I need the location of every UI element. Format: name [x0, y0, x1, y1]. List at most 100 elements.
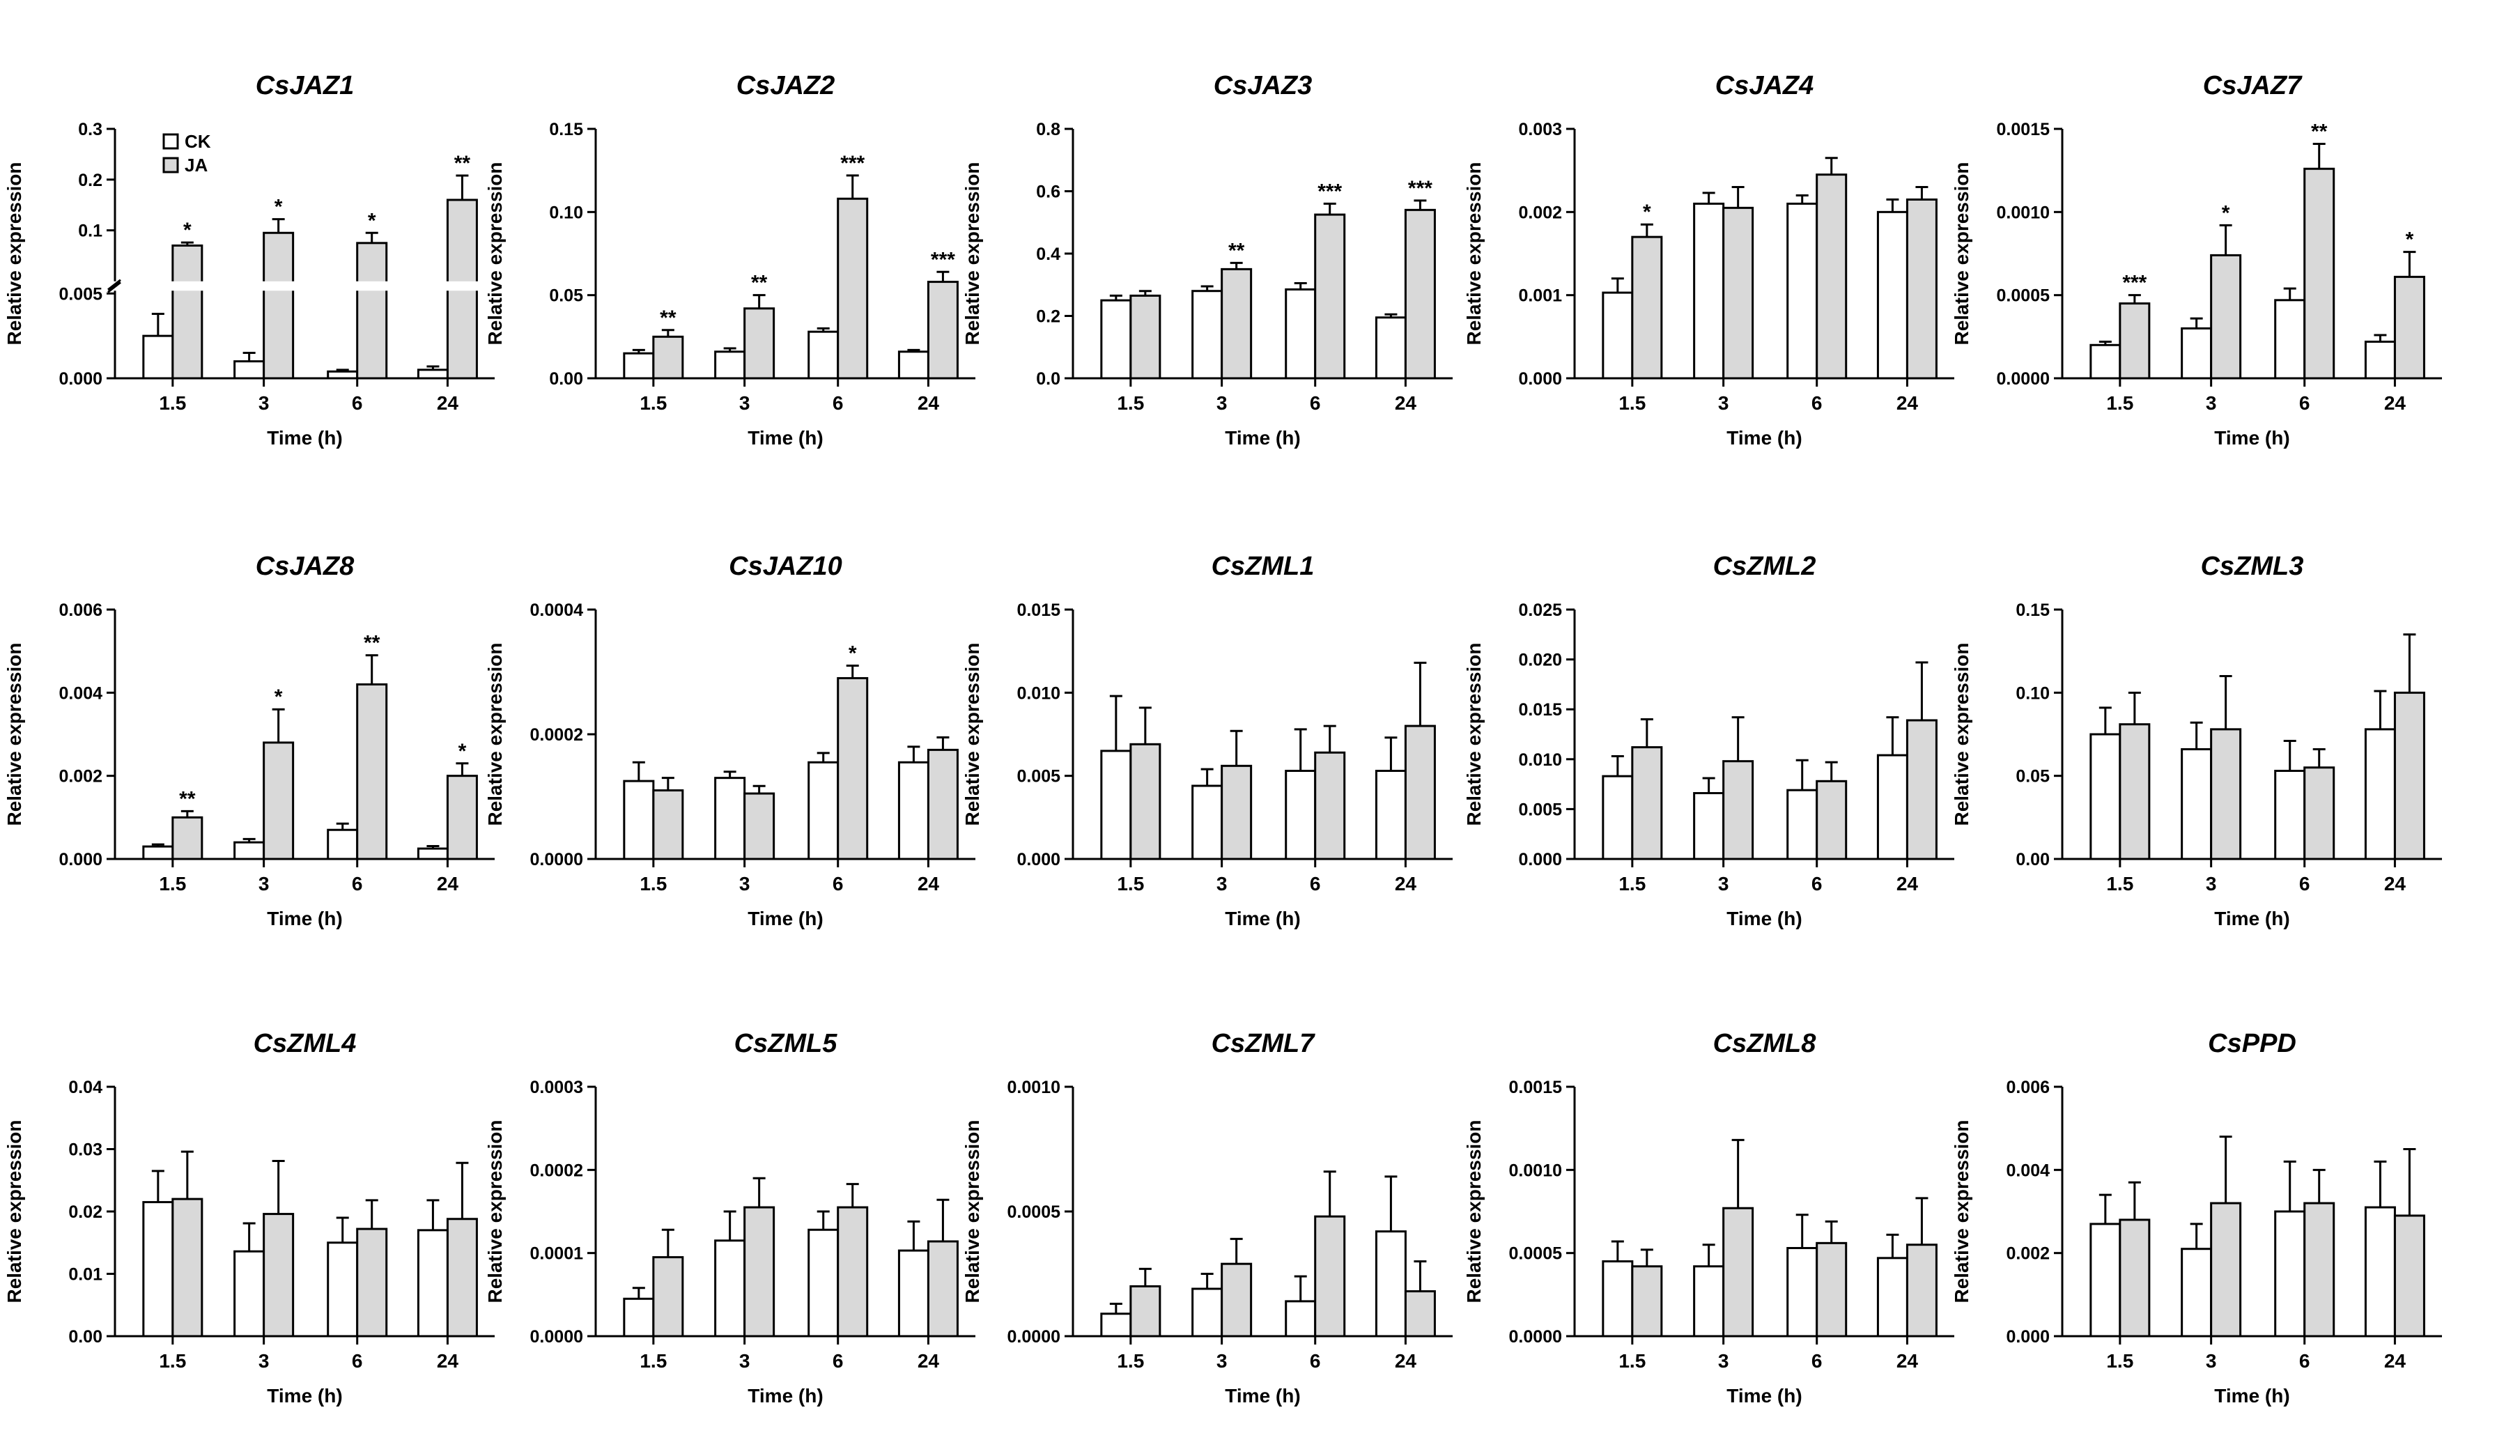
y-axis-label: Relative expression	[484, 162, 506, 345]
y-axis-label: Relative expression	[961, 162, 983, 345]
bar-ck-1_5	[623, 780, 655, 860]
x-tick-label: 24	[2384, 392, 2406, 414]
bar-ja-3	[1722, 760, 1754, 860]
x-tick-label: 24	[1896, 392, 1919, 414]
y-tick-label: 0.002	[59, 767, 102, 787]
significance-label: *	[458, 740, 467, 763]
significance-label: ***	[931, 248, 955, 271]
y-tick-label: 0.010	[1518, 750, 1562, 770]
bar-ja-24	[2393, 1214, 2425, 1338]
y-tick-label: 0.006	[2006, 1078, 2050, 1097]
x-tick-label: 24	[1896, 1350, 1919, 1372]
bar-ck-24	[1375, 770, 1407, 860]
bar-ja-1_5	[1631, 235, 1663, 380]
y-axis-label: Relative expression	[961, 1120, 983, 1303]
y-tick-label: 0.015	[1518, 700, 1562, 720]
x-tick-label: 6	[833, 392, 844, 414]
y-tick-label: 0.002	[2006, 1244, 2050, 1264]
bar-ck-24	[1375, 316, 1407, 380]
y-tick-label: 0.0000	[1997, 369, 2050, 389]
bar-ja-3	[263, 1213, 295, 1338]
significance-label: *	[368, 209, 376, 232]
y-axis-label: Relative expression	[3, 1120, 25, 1303]
bar-ja-24	[1404, 725, 1436, 860]
y-tick-label: 0.3	[78, 120, 102, 139]
panel-title: CsJAZ1	[256, 71, 355, 100]
significance-label: *	[2406, 229, 2414, 251]
x-tick-label: 24	[918, 392, 940, 414]
bar-ja-1_5	[652, 335, 684, 380]
y-axis-label: Relative expression	[3, 162, 25, 345]
y-tick-label: 0.020	[1518, 651, 1562, 670]
bar-ja-6	[837, 1206, 869, 1338]
bar-ck-24	[2364, 728, 2396, 860]
bar-ja-3	[263, 741, 295, 860]
y-tick-label: 0.002	[1518, 203, 1562, 222]
bar-ck-6	[807, 330, 840, 380]
y-tick-label: 0.000	[1016, 850, 1060, 869]
bar-ja-3	[1221, 268, 1253, 380]
bar-ja-6	[356, 242, 388, 380]
x-tick-label: 3	[739, 873, 750, 894]
bar-ck-1_5	[623, 352, 655, 380]
x-axis-label: Time (h)	[748, 908, 823, 929]
bar-ck-3	[1191, 1287, 1223, 1338]
y-tick-label: 0.0001	[530, 1244, 584, 1264]
bar-ja-24	[1404, 208, 1436, 380]
x-tick-label: 1.5	[159, 1350, 186, 1372]
x-tick-label: 1.5	[1618, 392, 1646, 414]
significance-label: *	[275, 196, 283, 219]
bar-ck-1_5	[2089, 1223, 2121, 1338]
x-tick-label: 6	[1811, 392, 1823, 414]
bar-ja-6	[356, 1227, 388, 1338]
y-axis-label: Relative expression	[1951, 642, 1972, 826]
y-tick-label: 0.1	[78, 222, 102, 241]
x-tick-label: 1.5	[640, 392, 667, 414]
x-tick-label: 1.5	[1117, 873, 1144, 894]
panel-csjaz10: CsJAZ10 Relative expression Time (h) 0.0000…	[484, 552, 975, 929]
panel-title: CsJAZ10	[729, 552, 842, 581]
x-tick-label: 3	[739, 392, 750, 414]
y-tick-label: 0.000	[2006, 1327, 2050, 1347]
y-tick-label: 0.006	[59, 601, 102, 620]
bar-ck-3	[2181, 748, 2213, 860]
bar-ja-3	[263, 231, 295, 380]
panel-cszml1: CsZML1 Relative expression Time (h) 0.000 0.…	[961, 552, 1453, 929]
x-tick-label: 1.5	[1117, 1350, 1144, 1372]
bar-ck-24	[1876, 1257, 1908, 1338]
significance-label: *	[849, 642, 857, 665]
y-tick-label: 0.04	[68, 1078, 102, 1097]
bar-ck-3	[1693, 202, 1725, 380]
x-tick-label: 1.5	[2106, 392, 2133, 414]
panel-csjaz4: CsJAZ4 Relative expression Time (h) 0.000 0.…	[1463, 71, 1954, 449]
bar-ck-3	[2181, 327, 2213, 380]
y-tick-label: 0.0015	[1509, 1078, 1563, 1097]
x-tick-label: 1.5	[640, 873, 667, 894]
bar-ck-3	[233, 1250, 265, 1338]
bar-ck-3	[233, 360, 265, 380]
panel-title: CsZML3	[2201, 552, 2304, 581]
y-axis-label: Relative expression	[1463, 642, 1485, 826]
y-tick-label: 0.05	[2016, 767, 2050, 787]
x-tick-label: 3	[1718, 1350, 1729, 1372]
bar-ja-6	[1314, 213, 1346, 380]
legend-label-ja: JA	[185, 155, 208, 176]
bar-ck-1_5	[1100, 299, 1132, 380]
x-tick-label: 6	[833, 873, 844, 894]
significance-label: **	[364, 632, 380, 655]
panel-title: CsZML4	[254, 1029, 357, 1058]
significance-label: *	[275, 686, 283, 708]
y-tick-label: 0.02	[68, 1202, 102, 1222]
significance-label: ***	[1317, 180, 1342, 203]
panel-title: CsJAZ2	[736, 71, 835, 100]
y-tick-label: 0.03	[68, 1140, 102, 1160]
x-tick-label: 6	[833, 1350, 844, 1372]
bar-ck-3	[1693, 1265, 1725, 1338]
bar-ja-3	[1221, 764, 1253, 860]
bar-ja-24	[927, 1240, 959, 1338]
bar-ja-24	[1906, 719, 1938, 860]
x-tick-label: 3	[1718, 873, 1729, 894]
bar-ck-1_5	[1602, 291, 1634, 380]
y-tick-label: 0.025	[1518, 601, 1562, 620]
significance-label: **	[1228, 239, 1245, 262]
